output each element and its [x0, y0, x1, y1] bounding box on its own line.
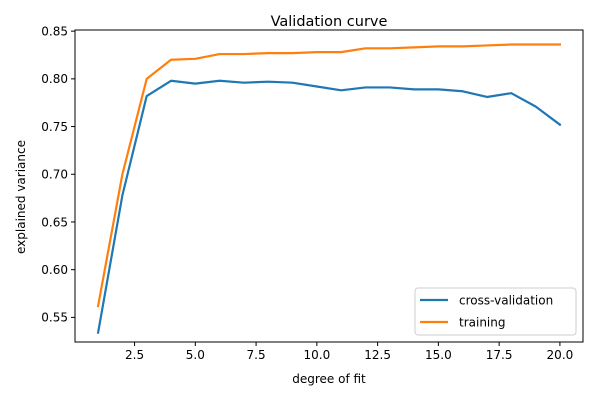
x-tick-label: 2.5: [125, 348, 144, 362]
axes-frame: [74, 29, 584, 343]
chart-title: Validation curve: [271, 14, 388, 30]
x-tick-label: 17.5: [486, 348, 513, 362]
plot-area: 2.5 5.0 7.5 10.0 12.5 15.0 17.5 20.0 0.55 0.60 0.6…: [41, 24, 584, 362]
y-tick-label: 0.80: [41, 72, 68, 86]
x-tick-label: 10.0: [303, 348, 330, 362]
legend-box: [414, 287, 577, 336]
y-tick-label: 0.70: [41, 168, 68, 182]
x-axis-label: degree of fit: [292, 372, 366, 386]
series-line-training: [96, 43, 562, 308]
y-tick-label: 0.85: [41, 24, 68, 38]
y-tick-label: 0.55: [41, 311, 68, 325]
y-tick-label: 0.60: [41, 263, 68, 277]
x-tick-label: 15.0: [425, 348, 452, 362]
legend-label: cross-validation: [459, 293, 553, 307]
x-tick-label: 20.0: [547, 348, 574, 362]
x-tick-label: 12.5: [364, 348, 391, 362]
x-tick-label: 5.0: [186, 348, 205, 362]
y-tick-label: 0.75: [41, 120, 68, 134]
y-axis-label: explained variance: [14, 140, 28, 254]
y-tick-label: 0.65: [41, 215, 68, 229]
series-line-cross-validation: [96, 79, 562, 334]
legend-label: training: [459, 315, 506, 329]
x-tick-label: 7.5: [247, 348, 266, 362]
